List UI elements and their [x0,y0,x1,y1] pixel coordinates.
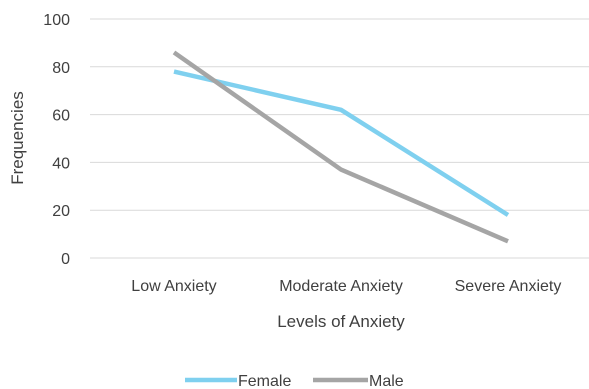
y-tick-label: 60 [52,108,70,125]
y-tick-label: 80 [52,60,70,77]
legend: Female Male [185,373,404,389]
x-axis-tick-labels: Low Anxiety Moderate Anxiety Severe Anxiet… [131,278,561,295]
y-tick-label: 20 [52,203,70,220]
y-tick-label: 100 [43,12,70,29]
x-tick-label: Severe Anxiety [455,278,562,295]
legend-label-female: Female [238,373,291,389]
x-tick-label: Low Anxiety [131,278,216,295]
gridlines [90,18,589,259]
x-axis-title: Levels of Anxiety [277,312,405,331]
series-line-female [173,69,510,217]
y-tick-label: 0 [61,251,70,268]
y-tick-label: 40 [52,155,70,172]
series-lines [172,50,510,244]
y-axis-tick-labels: 0 20 40 60 80 100 [43,12,70,268]
x-tick-label: Moderate Anxiety [279,278,403,295]
legend-label-male: Male [369,373,404,389]
series-line-male [172,50,509,244]
y-axis-title: Frequencies [8,91,27,185]
